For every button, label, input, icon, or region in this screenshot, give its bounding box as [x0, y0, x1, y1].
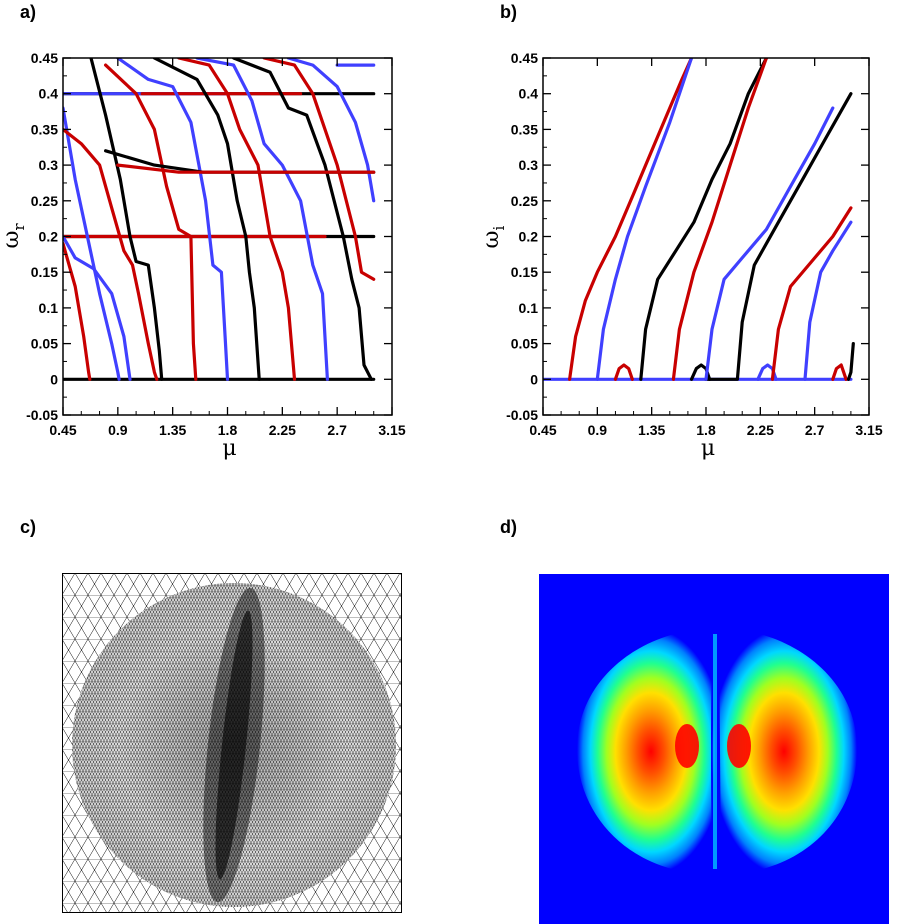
series-line-a-11	[104, 63, 198, 381]
series-line-a-14	[177, 58, 297, 381]
series-line-a-7	[63, 106, 121, 381]
y-tick-label: 0.3	[519, 157, 539, 173]
x-tick-label: 1.35	[638, 422, 665, 438]
series-line-b-7	[704, 92, 853, 381]
series-group	[63, 58, 376, 381]
y-tick-label: -0.05	[26, 407, 58, 423]
series-line-a-8	[63, 127, 159, 381]
y-axis-label: ωi	[479, 226, 508, 249]
y-tick-label: 0.1	[519, 300, 539, 316]
y-tick-label: 0.2	[519, 229, 539, 245]
x-tick-label: 2.7	[805, 422, 825, 438]
x-tick-label: 1.8	[696, 422, 716, 438]
x-tick-label: 0.9	[588, 422, 608, 438]
series-line-a-9	[89, 58, 164, 381]
panel-label-a: a)	[20, 2, 37, 22]
series-line-a-6	[63, 242, 92, 381]
y-tick-label: 0	[530, 371, 538, 387]
x-tick-label: 0.9	[108, 422, 128, 438]
series-line-a-16	[232, 58, 373, 381]
x-axis-label: μ	[701, 436, 715, 461]
y-tick-label: 0.1	[39, 300, 59, 316]
x-tick-label: 0.45	[529, 422, 556, 438]
series-line-b-10	[770, 206, 853, 381]
mesh-image	[62, 573, 402, 913]
series-line-b-5	[671, 58, 768, 381]
chart-b: 0.45 0.9 1.35 1.8 2.25 2.7 3.15 -0.05 0 0.05 0.1 0.…	[479, 50, 883, 461]
x-tick-label: 0.45	[49, 422, 76, 438]
series-line-a-12	[116, 58, 230, 381]
y-tick-label: 0.05	[31, 336, 58, 352]
y-tick-label: 0.15	[31, 264, 58, 280]
series-line-b-1	[568, 58, 694, 381]
series-group	[543, 58, 855, 381]
x-tick-label: 2.7	[327, 422, 347, 438]
x-axis-label: μ	[222, 436, 236, 461]
y-tick-label: 0.4	[39, 86, 59, 102]
x-tick-label: 2.25	[269, 422, 296, 438]
series-line-a-20	[116, 163, 376, 174]
x-tick-label: 1.8	[218, 422, 238, 438]
y-tick-label: 0.4	[519, 86, 539, 102]
panel-label-b: b)	[500, 2, 517, 22]
y-tick-label: 0.15	[511, 264, 538, 280]
field-contour-image	[539, 574, 889, 924]
y-tick-label: -0.05	[506, 407, 538, 423]
y-tick-label: 0.05	[511, 336, 538, 352]
series-line-a-15	[195, 58, 329, 381]
series-line-b-3	[613, 363, 634, 381]
panel-label-c: c)	[20, 517, 37, 537]
x-tick-label: 3.15	[378, 422, 405, 438]
chart-a: 0.45 0.9 1.35 1.8 2.25 2.7 3.15 -0.05 0 0.05 0.1 0.…	[0, 50, 406, 461]
y-tick-label: 0.35	[511, 121, 538, 137]
y-tick-label: 0.45	[511, 50, 538, 66]
series-line-a-10	[63, 234, 132, 381]
panel-label-d: d)	[500, 517, 517, 537]
series-line-a-13	[152, 58, 261, 381]
y-axis-label: ωr	[0, 223, 28, 249]
series-line-b-13	[846, 342, 855, 381]
series-line-b-8	[704, 106, 835, 381]
series-line-b-4	[639, 58, 768, 381]
x-tick-label: 2.25	[747, 422, 774, 438]
y-tick-label: 0.2	[39, 229, 59, 245]
series-line-b-12	[831, 363, 848, 381]
series-line-b-11	[803, 220, 853, 381]
series-line-b-2	[595, 58, 694, 381]
y-tick-label: 0.3	[39, 157, 59, 173]
y-tick-label: 0.45	[31, 50, 58, 66]
y-tick-label: 0	[50, 371, 58, 387]
x-tick-label: 1.35	[159, 422, 186, 438]
x-tick-label: 3.15	[855, 422, 882, 438]
y-tick-label: 0.35	[31, 121, 58, 137]
y-tick-label: 0.25	[511, 193, 538, 209]
y-tick-label: 0.25	[31, 193, 58, 209]
series-line-a-17	[262, 58, 376, 281]
